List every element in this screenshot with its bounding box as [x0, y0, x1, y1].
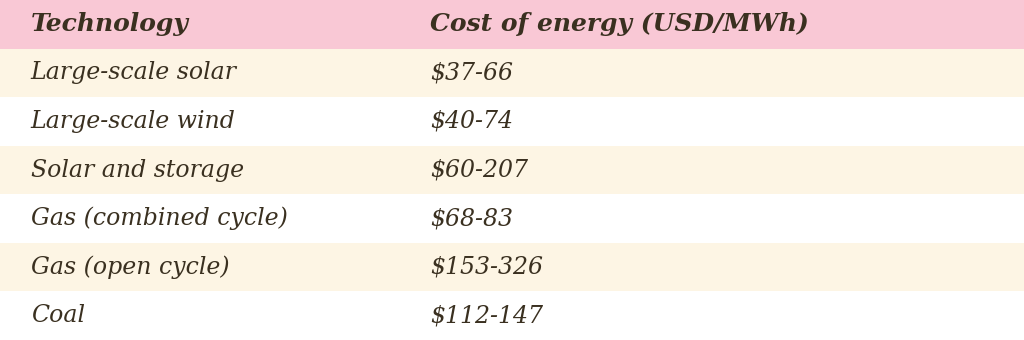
- Bar: [0, 0, 1024, 49]
- Text: Cost of energy (USD/MWh): Cost of energy (USD/MWh): [430, 12, 809, 36]
- Bar: [0, 146, 1024, 194]
- Bar: [0, 243, 1024, 291]
- Text: Technology: Technology: [31, 12, 188, 36]
- Text: Coal: Coal: [31, 304, 85, 327]
- Text: Gas (combined cycle): Gas (combined cycle): [31, 207, 288, 230]
- Text: Large-scale solar: Large-scale solar: [31, 61, 237, 84]
- Text: Gas (open cycle): Gas (open cycle): [31, 255, 229, 279]
- Text: $40-74: $40-74: [430, 110, 513, 133]
- Text: $68-83: $68-83: [430, 207, 513, 230]
- Bar: [0, 194, 1024, 243]
- Text: Large-scale wind: Large-scale wind: [31, 110, 236, 133]
- Bar: [0, 49, 1024, 97]
- Text: $37-66: $37-66: [430, 61, 513, 84]
- Text: $153-326: $153-326: [430, 256, 543, 279]
- Bar: [0, 291, 1024, 340]
- Text: $60-207: $60-207: [430, 158, 528, 182]
- Bar: [0, 97, 1024, 146]
- Text: Solar and storage: Solar and storage: [31, 158, 244, 182]
- Text: $112-147: $112-147: [430, 304, 543, 327]
